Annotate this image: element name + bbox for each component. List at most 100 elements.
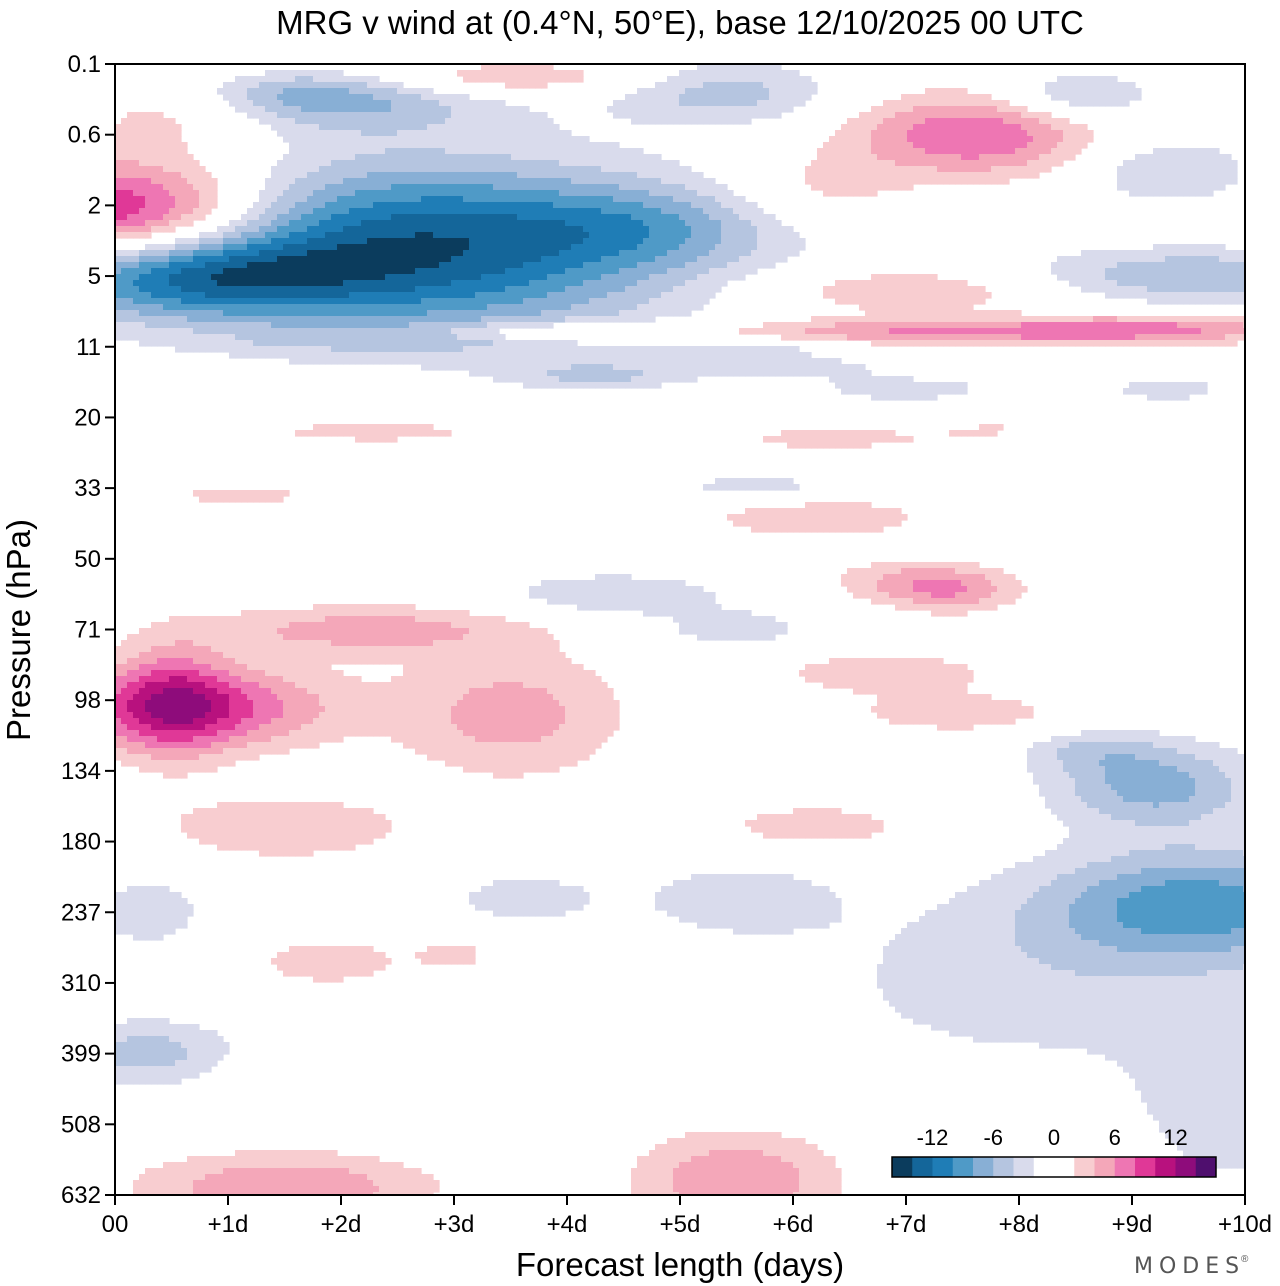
contour-cell xyxy=(607,220,614,227)
contour-cell xyxy=(505,256,512,263)
contour-cell xyxy=(859,292,866,299)
contour-cell xyxy=(1057,136,1064,143)
contour-cell xyxy=(583,136,590,143)
contour-cell xyxy=(133,250,140,257)
contour-cell xyxy=(151,256,158,263)
contour-cell xyxy=(559,202,566,209)
contour-cell xyxy=(595,226,602,233)
contour-cell xyxy=(595,274,602,281)
contour-cell xyxy=(403,112,410,119)
contour-cell xyxy=(553,310,560,317)
contour-cell xyxy=(871,148,878,155)
contour-cell xyxy=(319,256,326,263)
contour-cell xyxy=(853,148,860,155)
contour-cell xyxy=(943,280,950,287)
contour-cell xyxy=(253,76,260,83)
contour-cell xyxy=(1075,268,1082,275)
contour-cell xyxy=(769,70,776,77)
contour-cell xyxy=(199,196,206,203)
contour-cell xyxy=(871,166,878,173)
contour-cell xyxy=(847,124,854,131)
contour-cell xyxy=(685,166,692,173)
contour-cell xyxy=(1087,136,1094,143)
contour-cell xyxy=(625,220,632,227)
contour-cell xyxy=(679,100,686,107)
contour-cell xyxy=(721,256,728,263)
contour-cell xyxy=(589,286,596,293)
contour-cell xyxy=(1195,148,1202,155)
contour-cell xyxy=(715,112,722,119)
contour-cell xyxy=(925,130,932,137)
contour-cell xyxy=(1087,262,1094,269)
contour-cell xyxy=(373,280,380,287)
contour-cell xyxy=(1171,154,1178,161)
contour-cell xyxy=(307,184,314,191)
contour-cell xyxy=(697,94,704,101)
contour-cell xyxy=(505,268,512,275)
contour-cell xyxy=(649,160,656,167)
contour-cell xyxy=(1225,274,1232,281)
contour-cell xyxy=(529,214,536,221)
contour-cell xyxy=(655,262,662,269)
contour-cell xyxy=(427,250,434,257)
contour-cell xyxy=(433,112,440,119)
contour-cell xyxy=(985,100,992,107)
contour-cell xyxy=(271,112,278,119)
contour-cell xyxy=(823,166,830,173)
contour-cell xyxy=(415,124,422,131)
contour-cell xyxy=(853,154,860,161)
contour-cell xyxy=(451,202,458,209)
contour-cell xyxy=(385,190,392,197)
contour-cell xyxy=(169,298,176,305)
contour-cell xyxy=(367,94,374,101)
contour-cell xyxy=(949,136,956,143)
contour-cell xyxy=(1015,142,1022,149)
contour-cell xyxy=(523,106,530,113)
contour-cell xyxy=(607,298,614,305)
contour-cell xyxy=(331,184,338,191)
contour-cell xyxy=(343,280,350,287)
contour-cell xyxy=(613,256,620,263)
contour-cell xyxy=(493,172,500,179)
contour-cell xyxy=(847,280,854,287)
contour-cell xyxy=(505,70,512,77)
contour-cell xyxy=(1201,172,1208,179)
contour-cell xyxy=(937,112,944,119)
contour-cell xyxy=(247,82,254,89)
contour-cell xyxy=(979,142,986,149)
contour-cell xyxy=(901,310,908,317)
contour-cell xyxy=(529,226,536,233)
contour-cell xyxy=(1105,280,1112,287)
contour-cell xyxy=(925,274,932,281)
contour-cell xyxy=(469,118,476,125)
contour-cell xyxy=(169,304,176,311)
contour-cell xyxy=(301,184,308,191)
contour-cell xyxy=(319,202,326,209)
contour-cell xyxy=(595,310,602,317)
contour-cell xyxy=(499,178,506,185)
contour-cell xyxy=(781,88,788,95)
contour-cell xyxy=(379,154,386,161)
contour-cell xyxy=(271,196,278,203)
contour-cell xyxy=(751,214,758,221)
contour-cell xyxy=(925,298,932,305)
contour-cell xyxy=(421,130,428,137)
contour-cell xyxy=(199,202,206,209)
contour-cell xyxy=(715,208,722,215)
contour-cell xyxy=(187,274,194,281)
contour-cell xyxy=(211,202,218,209)
contour-cell xyxy=(289,178,296,185)
contour-cell xyxy=(163,298,170,305)
contour-cell xyxy=(415,160,422,167)
contour-cell xyxy=(1201,166,1208,173)
contour-cell xyxy=(391,142,398,149)
contour-cell xyxy=(625,214,632,221)
contour-cell xyxy=(1057,256,1064,263)
contour-cell xyxy=(157,172,164,179)
contour-cell xyxy=(415,286,422,293)
contour-cell xyxy=(721,82,728,89)
contour-cell xyxy=(457,250,464,257)
contour-cell xyxy=(901,106,908,113)
contour-cell xyxy=(661,238,668,245)
contour-cell xyxy=(637,148,644,155)
